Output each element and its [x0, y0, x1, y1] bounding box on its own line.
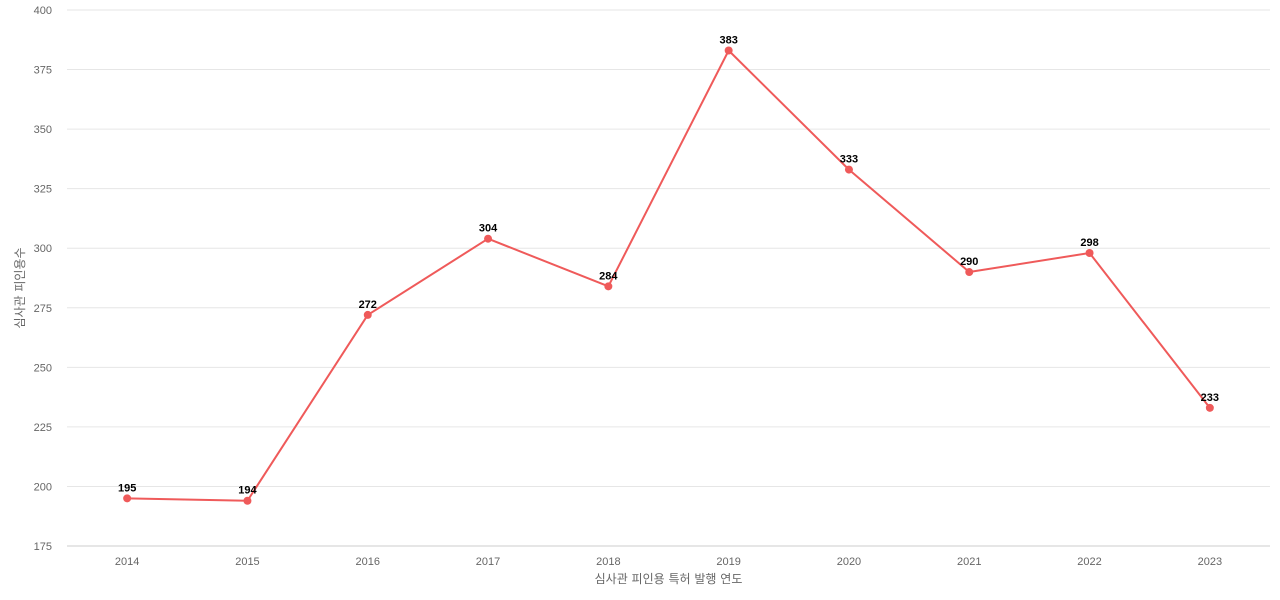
data-point: [243, 496, 252, 505]
x-tick-label: 2020: [837, 556, 861, 568]
y-tick-label: 350: [34, 124, 52, 136]
data-point: [123, 494, 132, 503]
y-tick-label: 200: [34, 481, 52, 493]
series-layer: [123, 46, 1214, 505]
y-tick-label: 275: [34, 303, 52, 315]
data-label: 284: [599, 270, 618, 282]
data-label: 233: [1201, 392, 1219, 404]
y-tick-label: 175: [34, 541, 52, 553]
data-point: [1205, 403, 1214, 412]
x-tick-label: 2022: [1077, 556, 1101, 568]
data-label: 290: [960, 256, 978, 268]
y-tick-label: 375: [34, 65, 52, 77]
data-label: 304: [479, 223, 498, 235]
x-axis-ticks: 2014 2015 2016 2017 2018 2019 2020 2021 2022 2023: [115, 556, 1222, 568]
data-point: [844, 165, 853, 174]
data-label: 272: [359, 299, 377, 311]
data-label: 333: [840, 154, 858, 166]
data-point: [604, 282, 613, 291]
x-tick-label: 2019: [716, 556, 740, 568]
y-tick-label: 250: [34, 362, 52, 374]
x-tick-label: 2016: [356, 556, 380, 568]
data-point: [965, 268, 974, 277]
y-tick-label: 300: [34, 243, 52, 255]
x-tick-label: 2023: [1198, 556, 1222, 568]
data-point: [484, 234, 493, 243]
gridlines: [67, 9, 1270, 547]
x-tick-label: 2015: [235, 556, 259, 568]
data-label: 383: [719, 34, 737, 46]
data-labels: 195 194 272 304 284 383 333 290 298 233: [118, 34, 1219, 496]
data-label: 194: [238, 485, 257, 497]
x-axis-title: 심사관 피인용 특허 발행 연도: [595, 571, 743, 586]
y-tick-label: 400: [34, 5, 52, 17]
x-tick-label: 2017: [476, 556, 500, 568]
x-tick-label: 2018: [596, 556, 620, 568]
y-tick-label: 225: [34, 422, 52, 434]
x-tick-label: 2021: [957, 556, 981, 568]
series-line: [127, 49, 1211, 502]
x-tick-label: 2014: [115, 556, 139, 568]
y-tick-label: 325: [34, 184, 52, 196]
data-point: [363, 310, 372, 319]
data-label: 195: [118, 482, 136, 494]
y-axis-ticks: 175 200 225 250 275 300 325 350 375 400: [34, 5, 52, 553]
data-point: [1085, 248, 1094, 257]
y-axis-title: 심사관 피인용수: [13, 247, 27, 328]
data-label: 298: [1080, 237, 1098, 249]
data-point: [724, 46, 733, 55]
